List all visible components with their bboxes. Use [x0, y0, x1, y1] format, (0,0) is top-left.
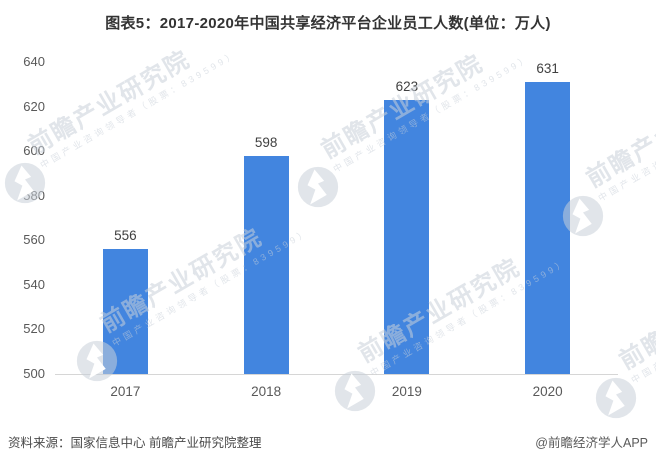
bar-value-label: 556 — [114, 228, 137, 244]
watermark-brand-text: 前瞻产业研究院 — [615, 260, 656, 376]
watermark-subtext: 中国产业咨询领导者（股票：839599） — [596, 81, 656, 204]
watermark-subtext: 中国产业咨询领导者（股票：839599） — [331, 52, 533, 175]
x-axis-line — [55, 374, 618, 375]
x-axis-category-label: 2018 — [251, 384, 282, 399]
x-axis-category-label: 2019 — [391, 384, 422, 399]
watermark-brand-text: 前瞻产业研究院 — [582, 78, 656, 194]
x-axis-category-label: 2020 — [532, 384, 563, 399]
watermark-subtext: 中国产业咨询领导者（股票：839599） — [629, 263, 656, 386]
bar-value-label: 598 — [254, 134, 278, 150]
x-axis-category-label: 2017 — [110, 384, 141, 399]
y-axis-tick-label: 540 — [23, 276, 45, 292]
bar-value-label: 631 — [536, 61, 559, 77]
credit-note: @前瞻经济学人APP — [535, 436, 648, 450]
bar-value-label: 623 — [395, 78, 419, 94]
y-axis-tick-label: 520 — [23, 321, 45, 337]
y-axis-tick-label: 600 — [23, 143, 45, 159]
chart-title: 图表5：2017-2020年中国共享经济平台企业员工人数(单位：万人) — [105, 15, 551, 32]
qianzhan-logo-icon — [297, 166, 339, 208]
bar-2019 — [384, 99, 430, 374]
y-axis-tick-label: 500 — [23, 366, 45, 381]
qianzhan-logo-icon — [595, 377, 637, 419]
source-note: 资料来源：国家信息中心 前瞻产业研究院整理 — [8, 436, 262, 450]
qianzhan-logo-icon — [334, 370, 376, 412]
bar-2020 — [525, 82, 571, 374]
bar-2017 — [102, 249, 148, 374]
bar-2018 — [243, 155, 289, 374]
y-axis-tick-label: 620 — [23, 98, 45, 114]
watermark-brand-text: 前瞻产业研究院 — [24, 45, 196, 161]
y-axis-tick-label: 580 — [23, 187, 45, 203]
y-axis-tick-label: 640 — [23, 54, 45, 69]
watermark-subtext: 中国产业咨询领导者（股票：839599） — [38, 48, 240, 171]
y-axis-tick-label: 560 — [23, 232, 45, 248]
